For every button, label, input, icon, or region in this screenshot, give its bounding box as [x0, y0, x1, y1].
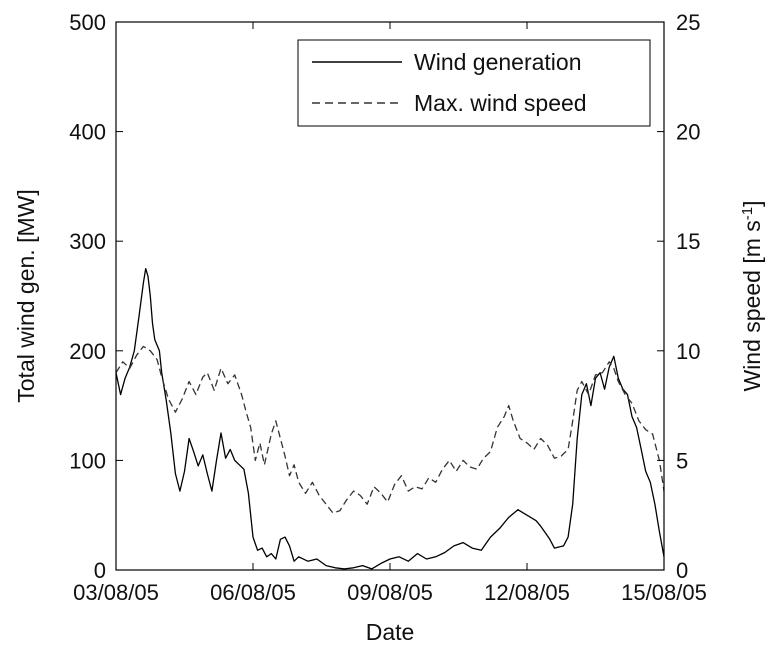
- y-left-tick-label: 100: [69, 448, 106, 473]
- legend: Wind generation Max. wind speed: [297, 39, 651, 127]
- y-left-tick-label: 300: [69, 229, 106, 254]
- series-line-wind-generation: [115, 267, 665, 570]
- y-right-tick-label: 10: [676, 339, 700, 364]
- x-tick-label: 15/08/05: [621, 580, 707, 605]
- y-axis-right-label-close: ]: [739, 200, 765, 206]
- y-axis-left-label: Total wind gen. [MW]: [13, 189, 39, 402]
- y-left-tick-label: 400: [69, 120, 106, 145]
- y-right-tick-label: 0: [676, 558, 688, 583]
- series-layer: [115, 267, 665, 570]
- ticks-layer: 03/08/05 06/08/05 09/08/05 12/08/05 15/08/05…: [69, 10, 707, 605]
- y-axis-right-label-base: Wind speed [m s: [739, 220, 765, 391]
- y-right-tick-label: 25: [676, 10, 700, 35]
- y-right-tick-label: 20: [676, 120, 700, 145]
- y-left-tick-label: 500: [69, 10, 106, 35]
- legend-label-max-wind-speed: Max. wind speed: [414, 90, 587, 116]
- y-right-tick-label: 5: [676, 448, 688, 473]
- y-right-tick-label: 15: [676, 229, 700, 254]
- y-axis-right-label-sup: -1: [739, 207, 756, 220]
- x-tick-label: 12/08/05: [484, 580, 570, 605]
- legend-box: [297, 39, 651, 127]
- x-tick-label: 03/08/05: [73, 580, 159, 605]
- x-tick-label: 09/08/05: [347, 580, 433, 605]
- y-axis-right-label: Wind speed [m s-1]: [739, 200, 766, 391]
- y-left-tick-label: 200: [69, 339, 106, 364]
- x-tick-label: 06/08/05: [210, 580, 296, 605]
- x-axis-label: Date: [366, 619, 415, 645]
- y-left-tick-label: 0: [94, 558, 106, 583]
- series-line-max-wind-speed: [115, 345, 665, 514]
- legend-label-wind-generation: Wind generation: [414, 49, 582, 75]
